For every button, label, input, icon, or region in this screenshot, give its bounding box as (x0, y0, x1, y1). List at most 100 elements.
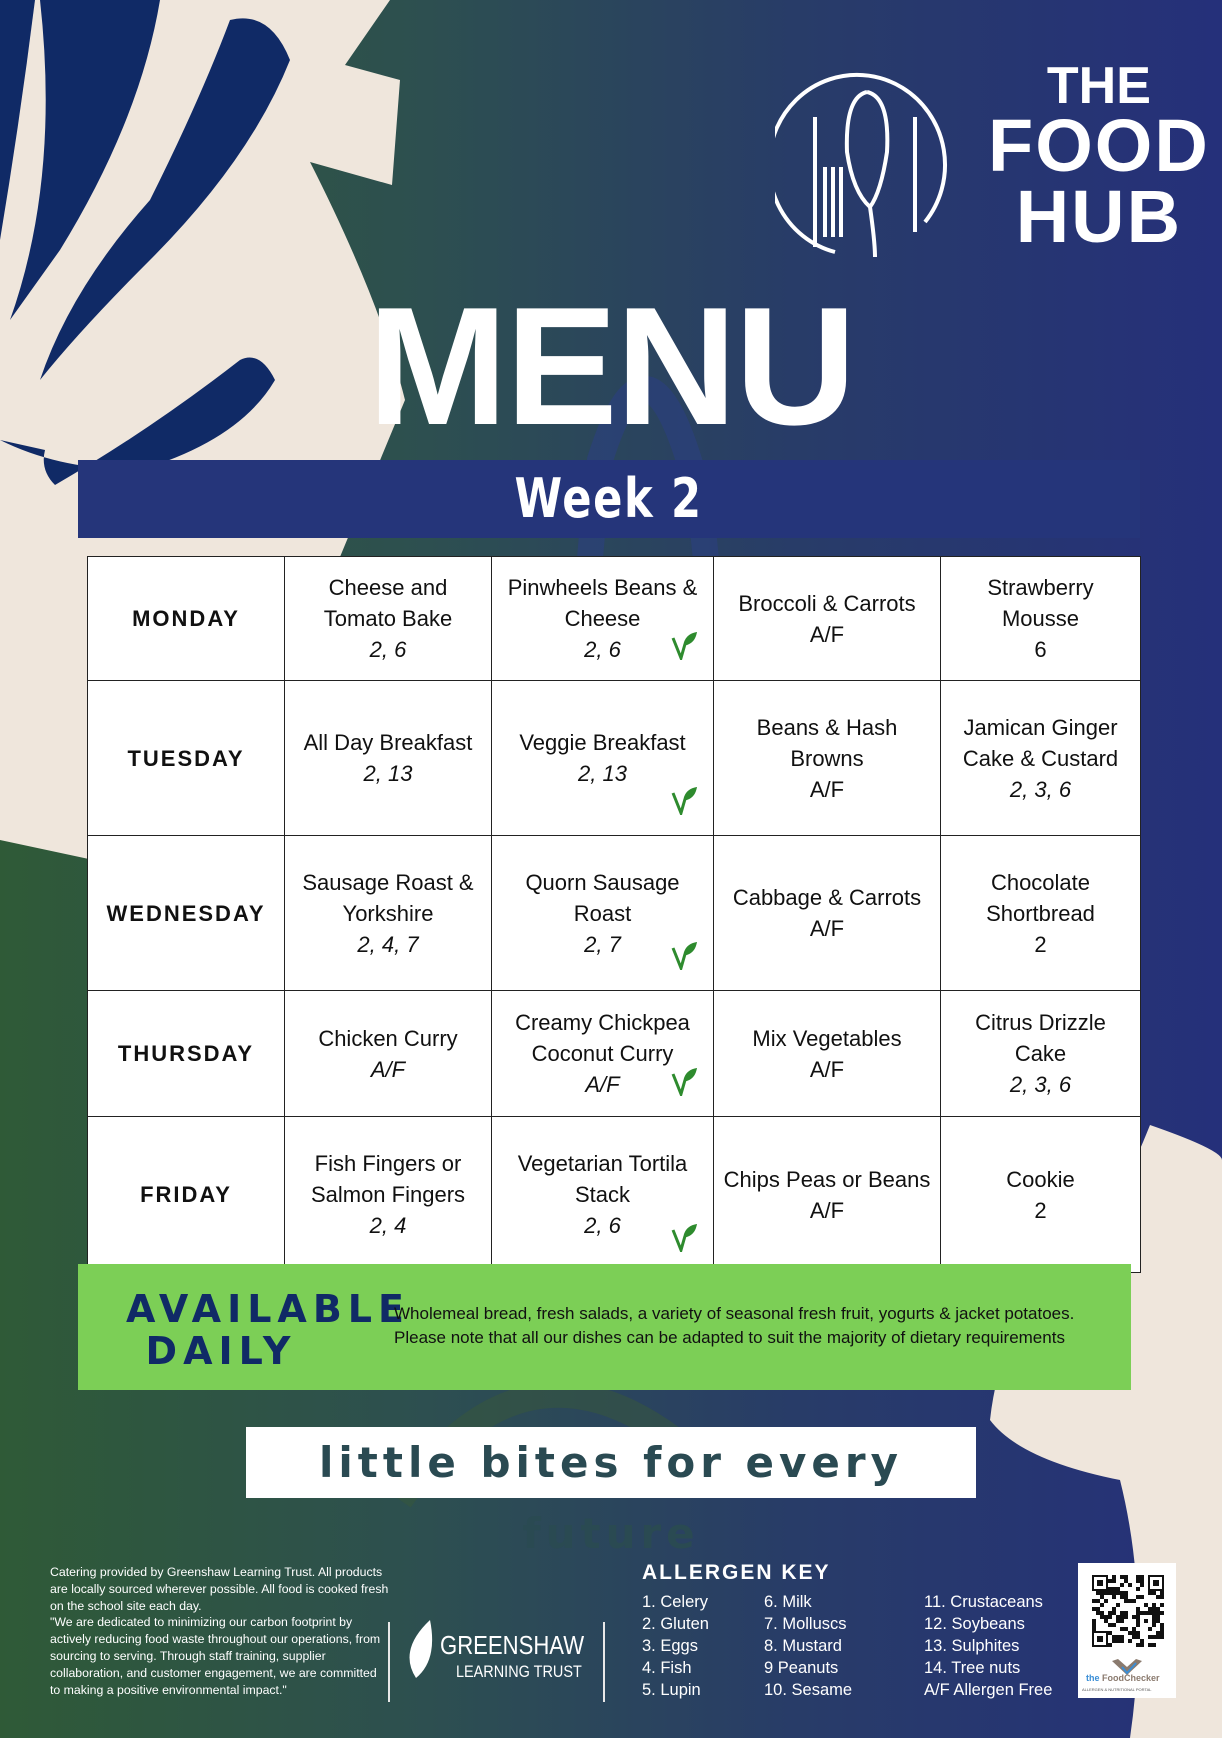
allergen-item: 11. Crustaceans (924, 1593, 1043, 1611)
allergen-codes: A/F (809, 1197, 845, 1223)
greenshaw-subtitle: LEARNING TRUST (456, 1662, 582, 1681)
brand-line-the: THE (1046, 57, 1151, 115)
dessert-cell: Chocolate Shortbread 2 (940, 835, 1141, 991)
menu-row-friday: FRIDAY Fish Fingers or Salmon Fingers 2, 4… (87, 1116, 1141, 1273)
main-dish-cell: Fish Fingers or Salmon Fingers 2, 4 (284, 1116, 492, 1273)
brand-line-food: FOOD (988, 104, 1210, 188)
greenshaw-name: GREENSHAW (440, 1630, 585, 1660)
vegetarian-dish-cell: Veggie Breakfast 2, 13 (491, 680, 714, 836)
foodchecker-qr-card[interactable]: the FoodChecker ALLERGEN & NUTRITIONAL P… (1078, 1563, 1176, 1698)
allergen-item: 3. Eggs (642, 1637, 698, 1655)
allergen-item: 9 Peanuts (764, 1659, 839, 1677)
allergen-item: 2. Gluten (642, 1615, 709, 1633)
dessert-name: Citrus Drizzle Cake (975, 1010, 1106, 1066)
main-dish-name: Sausage Roast & Yorkshire (302, 869, 474, 926)
divider (388, 1622, 390, 1702)
day-label: FRIDAY (87, 1116, 285, 1273)
allergen-codes: 2, 7 (584, 931, 621, 957)
vegetarian-dish-name: Creamy Chickpea Coconut Curry (515, 1010, 690, 1066)
allergen-codes: 2, 4 (369, 1213, 407, 1238)
dessert-cell: Citrus Drizzle Cake 2, 3, 6 (940, 990, 1141, 1117)
divider (603, 1622, 605, 1702)
main-dish-cell: Cheese and Tomato Bake 2, 6 (284, 556, 492, 681)
available-daily-title: AVAILABLE DAILY (126, 1287, 410, 1373)
qr-code-icon[interactable] (1078, 1563, 1176, 1698)
allergen-codes: 2, 6 (369, 637, 407, 662)
allergen-key: ALLERGEN KEY 1. Celery 2. Gluten 3. Eggs 4.… (642, 1561, 1052, 1699)
vegetarian-dish-name: Vegetarian Tortila Stack (517, 1151, 688, 1207)
footer-catering-text: Catering provided by Greenshaw Learning … (50, 1565, 389, 1613)
day-label: TUESDAY (87, 680, 285, 836)
side-dish-cell: Beans & Hash Browns A/F (713, 680, 941, 836)
available-daily-text: Wholemeal bread, fresh salads, a variety… (394, 1302, 1074, 1350)
main-dish-cell: Chicken Curry A/F (284, 990, 492, 1117)
side-dish-cell: Broccoli & Carrots A/F (713, 556, 941, 681)
allergen-item: 10. Sesame (764, 1681, 853, 1699)
daily-label: DAILY (145, 1329, 297, 1373)
allergen-codes: 2, 13 (363, 761, 413, 786)
main-dish-name: All Day Breakfast (303, 730, 473, 755)
vegetarian-dish-cell: Pinwheels Beans & Cheese 2, 6 (491, 556, 714, 681)
vegetarian-leaf-icon (671, 1068, 697, 1096)
vegetarian-dish-name: Quorn Sausage Roast (525, 869, 680, 926)
allergen-codes: A/F (809, 776, 845, 802)
allergen-codes: A/F (585, 1072, 620, 1097)
brand-line-hub: HUB (1015, 174, 1183, 258)
side-dish-name: Beans & Hash Browns (756, 714, 898, 771)
main-dish-name: Fish Fingers or Salmon Fingers (310, 1151, 466, 1207)
foodchecker-subtitle: ALLERGEN & NUTRITIONAL PORTAL (1082, 1687, 1152, 1692)
footer-statement: Catering provided by Greenshaw Learning … (50, 1564, 390, 1698)
page-title: MENU (367, 272, 857, 460)
dessert-cell: Cookie 2 (940, 1116, 1141, 1273)
foodchecker-name: FoodChecker (1102, 1673, 1160, 1683)
allergen-codes: 2 (1034, 1197, 1047, 1223)
week-banner: Week 2 (78, 460, 1140, 538)
menu-row-tuesday: TUESDAY All Day Breakfast 2, 13 Veggie Brea… (87, 680, 1141, 836)
day-label: WEDNESDAY (87, 835, 285, 991)
dessert-cell: Strawberry Mousse 6 (940, 556, 1141, 681)
week-label: Week 2 (514, 467, 704, 530)
vegetarian-leaf-icon (671, 632, 697, 660)
allergen-item: 13. Sulphites (924, 1637, 1020, 1655)
vegetarian-leaf-icon (671, 942, 697, 970)
allergen-item: 7. Molluscs (764, 1615, 847, 1633)
allergen-codes: 2, 6 (584, 637, 621, 662)
side-dish-cell: Mix Vegetables A/F (713, 990, 941, 1117)
allergen-codes: A/F (370, 1056, 406, 1082)
available-label: AVAILABLE (126, 1287, 410, 1331)
side-dish-cell: Chips Peas or Beans A/F (713, 1116, 941, 1273)
main-dish-name: Cheese and Tomato Bake (323, 575, 453, 631)
dessert-name: Chocolate Shortbread (986, 869, 1095, 926)
allergen-item: 8. Mustard (764, 1637, 842, 1655)
food-hub-logo-icon (775, 72, 948, 257)
vegetarian-dish-cell: Creamy Chickpea Coconut Curry A/F (491, 990, 714, 1117)
vegetarian-dish-cell: Quorn Sausage Roast 2, 7 (491, 835, 714, 991)
foodchecker-the: the (1086, 1673, 1100, 1683)
allergen-item: 12. Soybeans (924, 1615, 1025, 1633)
main-dish-name: Chicken Curry (318, 1025, 458, 1051)
tagline: little bites for every future (246, 1427, 976, 1558)
allergen-codes: 2, 4, 7 (357, 931, 419, 957)
allergen-key-title: ALLERGEN KEY (642, 1561, 831, 1584)
main-dish-cell: All Day Breakfast 2, 13 (284, 680, 492, 836)
allergen-codes: 2, 13 (578, 761, 627, 786)
allergen-item: 6. Milk (764, 1593, 812, 1611)
allergen-codes: A/F (809, 1056, 845, 1082)
vegetarian-dish-cell: Vegetarian Tortila Stack 2, 6 (491, 1116, 714, 1273)
allergen-codes: 2 (1034, 931, 1047, 957)
menu-table: MONDAY Cheese and Tomato Bake 2, 6 Pinwheel… (87, 556, 1141, 1273)
vegetarian-leaf-icon (671, 787, 697, 815)
allergen-codes: 2, 3, 6 (1009, 776, 1072, 802)
dessert-name: Jamican Ginger Cake & Custard (962, 714, 1119, 771)
side-dish-name: Mix Vegetables (752, 1025, 902, 1051)
vegetarian-dish-name: Veggie Breakfast (519, 730, 686, 755)
menu-row-wednesday: WEDNESDAY Sausage Roast & Yorkshire 2, 4, … (87, 835, 1141, 991)
day-label: THURSDAY (87, 990, 285, 1117)
available-daily-line-1: Wholemeal bread, fresh salads, a variety… (394, 1304, 1075, 1323)
allergen-item: 1. Celery (642, 1593, 709, 1611)
side-dish-name: Broccoli & Carrots (738, 590, 916, 616)
allergen-codes: A/F (809, 916, 845, 941)
available-daily-line-2: Please note that all our dishes can be a… (394, 1328, 1065, 1347)
allergen-item: 4. Fish (642, 1659, 692, 1677)
